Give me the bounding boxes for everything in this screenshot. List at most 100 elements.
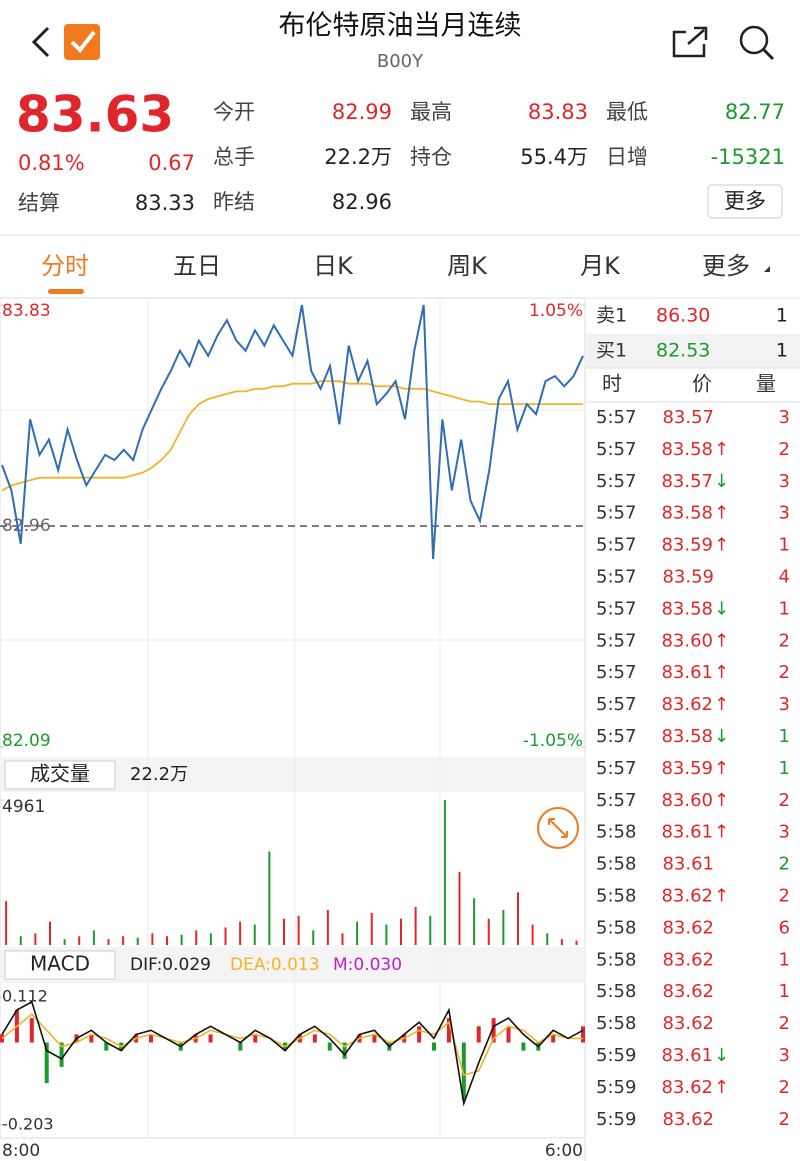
y2-tick-label: 1.05% (529, 301, 583, 321)
macd-tab[interactable] (4, 950, 116, 980)
trade-price: 83.59 (662, 567, 714, 588)
field-label: 最高 (410, 100, 452, 124)
macd-bar (0, 1034, 4, 1043)
trade-arrow: ↓ (714, 471, 729, 492)
tab[interactable]: 周K (447, 252, 488, 280)
volume-bar (516, 892, 519, 945)
trade-time: 5:57 (596, 503, 636, 524)
trade-time: 5:57 (596, 407, 636, 428)
volume-bar (268, 851, 271, 945)
trade-qty: 1 (779, 758, 790, 779)
volume-bar (92, 930, 95, 945)
macd-bar (506, 1026, 511, 1043)
trade-time: 5:58 (596, 886, 636, 907)
average-line (1, 380, 583, 492)
price: 83.63 (16, 86, 174, 144)
more-label: 更多 (724, 189, 766, 213)
volume-bar (282, 918, 285, 945)
volume-total: 22.2万 (130, 764, 188, 785)
trade-qty: 2 (779, 1077, 790, 1098)
volume-bar (34, 933, 37, 945)
favorite-icon[interactable] (64, 24, 100, 60)
volume-bar (297, 915, 300, 945)
trade-time: 5:57 (596, 598, 636, 619)
macd-bar (59, 1042, 64, 1067)
macd-bar (491, 1018, 496, 1043)
field-label: 日增 (606, 145, 648, 169)
trade-time: 5:57 (596, 471, 636, 492)
trade-time: 5:57 (596, 662, 636, 683)
field-value: 22.2万 (324, 145, 392, 169)
volume-bar (151, 933, 154, 945)
dif-line (1, 1000, 584, 1107)
y-tick-label: 4961 (2, 797, 45, 817)
volume-tab[interactable] (4, 760, 116, 790)
trade-time: 5:58 (596, 1013, 636, 1034)
trade-time: 5:57 (596, 726, 636, 747)
trade-qty: 2 (779, 630, 790, 651)
volume-bar (487, 918, 490, 945)
m-label: M:0.030 (333, 955, 402, 975)
macd-bar (372, 1034, 377, 1043)
trade-price: 83.60 (661, 630, 713, 651)
volume-bar (122, 936, 125, 945)
y-tick-label: 82.96 (2, 516, 51, 536)
volume-bar (531, 924, 534, 945)
y-tick-label: -0.203 (2, 1115, 54, 1134)
trade-qty: 3 (779, 822, 790, 843)
trade-qty: 1 (779, 598, 790, 619)
back-icon[interactable] (31, 26, 50, 58)
trade-price: 83.62 (662, 1109, 714, 1130)
trade-qty: 2 (779, 439, 790, 460)
change: 0.67 (148, 151, 195, 175)
macd-bar (29, 1018, 34, 1043)
tab[interactable]: 日K (313, 252, 354, 280)
volume-bar (165, 936, 168, 945)
more-button[interactable] (707, 184, 783, 219)
trade-arrow: ↑ (714, 662, 729, 683)
trade-arrow: ↓ (714, 598, 729, 619)
volume-bar (136, 937, 139, 945)
trade-qty: 2 (779, 1013, 790, 1034)
code: B00Y (377, 51, 424, 72)
dif-label: DIF:0.029 (130, 955, 211, 975)
trade-arrow: ↑ (714, 886, 729, 907)
tab[interactable]: 更多 (702, 252, 750, 280)
macd-bar (238, 1042, 243, 1051)
macd-bar (476, 1026, 481, 1043)
volume-bar (458, 871, 461, 945)
volume-bar (399, 918, 402, 945)
trade-price: 83.57 (662, 407, 714, 428)
volume-bar (443, 800, 446, 945)
trade-arrow: ↑ (714, 758, 729, 779)
volume-bar (414, 907, 417, 945)
tab[interactable]: 分时 (41, 252, 89, 280)
trade-qty: 2 (779, 886, 790, 907)
macd-bar (104, 1042, 109, 1051)
macd-bar (432, 1042, 437, 1051)
settle: 83.33 (135, 191, 195, 215)
field-value: 82.96 (332, 190, 392, 214)
share-icon[interactable] (672, 26, 708, 58)
trade-time: 5:59 (596, 1045, 636, 1066)
macd-bar (446, 1018, 451, 1043)
trade-time: 5:57 (596, 535, 636, 556)
y-tick-label: 83.83 (2, 301, 51, 321)
book-qty: 1 (776, 340, 788, 362)
trade-qty: 3 (779, 407, 790, 428)
volume-bar (575, 940, 578, 945)
tab[interactable]: 月K (580, 252, 621, 280)
volume-bar (370, 912, 373, 945)
search-icon[interactable] (739, 25, 769, 55)
volume-bar (239, 921, 242, 945)
trade-time: 5:59 (596, 1109, 636, 1130)
tab[interactable]: 五日 (173, 252, 221, 280)
volume-bar (326, 909, 329, 945)
volume-bar (78, 936, 81, 945)
volume-bar (341, 933, 344, 945)
field-label: 今开 (213, 100, 255, 124)
book-label: 卖1 (596, 305, 627, 327)
trade-price: 83.60 (661, 790, 713, 811)
trade-price: 83.62 (661, 1077, 713, 1098)
